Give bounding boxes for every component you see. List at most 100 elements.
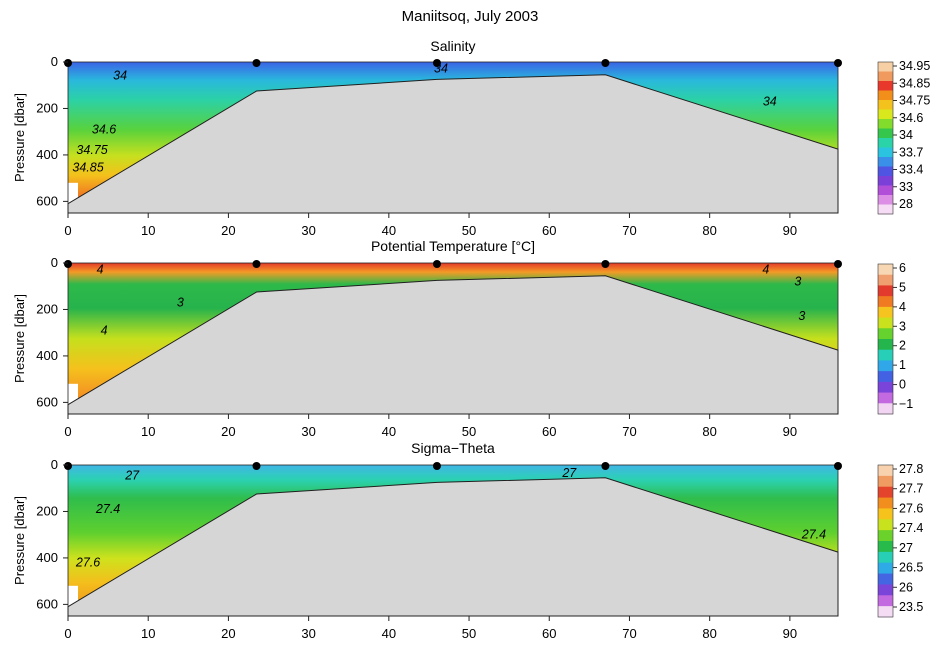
- station-marker: [252, 59, 261, 67]
- colorbar-band: [878, 296, 893, 308]
- colorbar-band: [878, 71, 893, 82]
- colorbar-band: [878, 90, 893, 101]
- colorbar-band: [878, 157, 893, 167]
- colorbar-band: [878, 317, 893, 329]
- x-tick-label: 0: [64, 626, 71, 641]
- x-tick-label: 20: [221, 424, 235, 439]
- colorbar-label: 5: [899, 280, 906, 294]
- colorbar-label: 1: [899, 358, 906, 372]
- colorbar-band: [878, 306, 893, 319]
- colorbar-label: 6: [899, 261, 906, 275]
- colorbar-band: [878, 195, 893, 205]
- contour-label: 27.6: [75, 556, 100, 570]
- contour-label: 4: [762, 263, 769, 277]
- colorbar-band: [878, 381, 893, 394]
- colorbar-label: 27: [899, 541, 913, 555]
- x-tick-label: 80: [702, 223, 716, 238]
- colorbar-label: 27.6: [899, 501, 923, 515]
- colorbar: 27.8 27.7 27.6 27.4 27 26.5 26 23.5: [877, 462, 923, 618]
- colorbar-band: [878, 465, 893, 477]
- colorbar-band: [878, 264, 893, 276]
- colorbar-label: 28: [899, 197, 913, 211]
- station-marker: [64, 462, 72, 470]
- x-tick-label: 90: [783, 424, 797, 439]
- x-tick-label: 50: [462, 424, 476, 439]
- colorbar-label: 26: [899, 580, 913, 594]
- x-tick-label: 70: [622, 223, 636, 238]
- y-tick-label: 400: [36, 348, 58, 363]
- plot-frame: [67, 262, 839, 415]
- colorbar-band: [878, 530, 893, 542]
- colorbar-label: 27.8: [899, 462, 923, 476]
- colorbar-label: 33.7: [899, 145, 923, 159]
- contour-label: 4: [101, 323, 108, 337]
- colorbar-label: 34.85: [899, 76, 930, 90]
- x-tick-label: 60: [542, 223, 556, 238]
- station-marker: [432, 462, 441, 470]
- colorbar-label: 23.5: [899, 600, 923, 614]
- colorbar-band: [878, 371, 893, 383]
- colorbar: 34.95 34.85 34.75 34.6 34 33.7 33.4 33 28: [877, 59, 930, 215]
- x-tick-label: 70: [622, 424, 636, 439]
- colorbar-label: 27.4: [899, 521, 923, 535]
- y-axis-label: Pressure [dbar]: [12, 294, 27, 383]
- colorbar-label: 34.75: [899, 94, 930, 108]
- x-tick-label: 60: [542, 424, 556, 439]
- y-tick-label: 0: [51, 255, 58, 270]
- station-marker: [64, 59, 72, 67]
- contour-label: 3: [794, 275, 801, 289]
- colorbar-band: [878, 138, 893, 148]
- panel-title: Potential Temperature [°C]: [371, 238, 535, 254]
- x-tick-label: 30: [301, 626, 315, 641]
- contour-label: 4: [97, 263, 104, 277]
- x-tick-label: 80: [702, 424, 716, 439]
- colorbar-band: [878, 551, 893, 564]
- x-tick-label: 0: [64, 424, 71, 439]
- x-tick-label: 80: [702, 626, 716, 641]
- colorbar-band: [878, 185, 893, 196]
- station-marker: [834, 462, 842, 470]
- plot-frame: [67, 61, 839, 214]
- station-marker: [432, 260, 441, 268]
- x-tick-label: 10: [141, 424, 155, 439]
- y-tick-label: 600: [36, 596, 58, 611]
- contour-label: 3: [798, 309, 805, 323]
- panel-1: 34 34 34 34.6 34.75 34.85 Salinity 0 10 20 30 40 50 6…: [12, 38, 930, 238]
- contour-label: 27.4: [95, 502, 120, 516]
- nodata-area: [68, 585, 78, 616]
- panel-title: Salinity: [430, 38, 475, 54]
- colorbar-band: [878, 274, 893, 286]
- y-tick-label: 200: [36, 301, 58, 316]
- colorbar-band: [878, 109, 893, 120]
- station-marker: [252, 462, 261, 470]
- colorbar-band: [878, 328, 893, 340]
- colorbar-band: [878, 519, 893, 531]
- colorbar-label: 3: [899, 319, 906, 333]
- y-tick-label: 200: [36, 503, 58, 518]
- colorbar-band: [878, 595, 893, 607]
- station-marker: [252, 260, 261, 268]
- contour-label: 34: [763, 94, 777, 108]
- colorbar-label: 34.6: [899, 111, 923, 125]
- station-marker: [834, 59, 842, 67]
- x-tick-label: 40: [382, 626, 396, 641]
- colorbar-frame: [877, 61, 894, 215]
- colorbar-band: [878, 508, 893, 520]
- colorbar-band: [878, 497, 893, 509]
- x-tick-label: 60: [542, 626, 556, 641]
- x-tick-label: 30: [301, 223, 315, 238]
- contour-label: 34.75: [76, 143, 107, 157]
- x-tick-label: 10: [141, 626, 155, 641]
- x-tick-label: 40: [382, 223, 396, 238]
- colorbar-band: [878, 486, 893, 499]
- y-axis-label: Pressure [dbar]: [12, 496, 27, 585]
- colorbar-band: [878, 573, 893, 585]
- x-tick-label: 70: [622, 626, 636, 641]
- y-tick-label: 600: [36, 193, 58, 208]
- station-marker: [432, 59, 441, 67]
- colorbar-band: [878, 147, 893, 158]
- contour-label: 34.85: [72, 161, 103, 175]
- station-marker: [834, 260, 842, 268]
